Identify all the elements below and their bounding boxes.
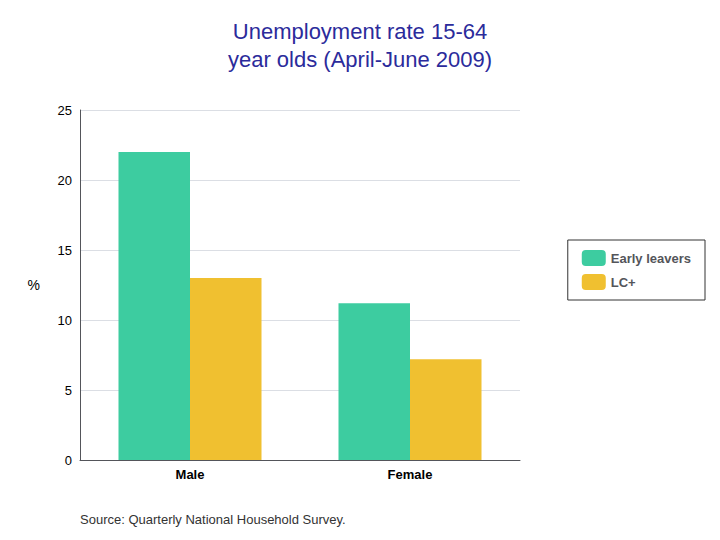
svg-text:year olds (April-June 2009): year olds (April-June 2009) [228,47,492,72]
svg-text:Early leavers: Early leavers [611,251,691,266]
svg-text:%: % [28,277,40,293]
svg-text:10: 10 [58,313,72,328]
svg-text:15: 15 [58,243,72,258]
svg-text:5: 5 [65,383,72,398]
svg-text:20: 20 [58,173,72,188]
svg-text:Unemployment rate 15-64: Unemployment rate 15-64 [233,19,487,44]
svg-text:Male: Male [176,467,205,482]
svg-text:Female: Female [388,467,433,482]
svg-text:Source: Quarterly National Hou: Source: Quarterly National Household Sur… [80,512,346,527]
svg-text:0: 0 [65,453,72,468]
svg-text:LC+: LC+ [611,275,636,290]
svg-text:25: 25 [58,103,72,118]
